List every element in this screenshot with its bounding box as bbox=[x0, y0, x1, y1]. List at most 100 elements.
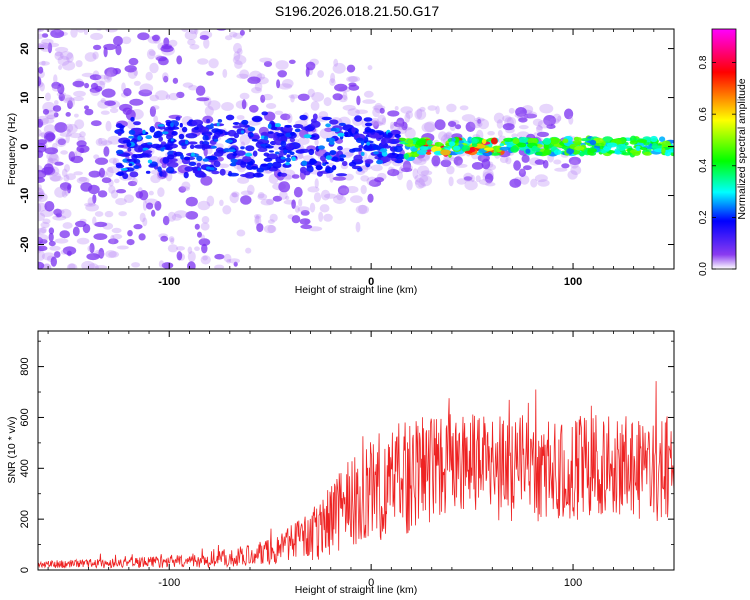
spectrogram-cell bbox=[38, 192, 48, 203]
spectrogram-cell bbox=[85, 203, 99, 212]
spectrogram-cell bbox=[170, 122, 174, 128]
spectrogram-cell bbox=[229, 192, 239, 204]
spectrogram-cell bbox=[255, 141, 265, 149]
spectrogram-cell bbox=[339, 154, 347, 158]
spectrogram-cell bbox=[511, 133, 518, 138]
spectrogram-cell bbox=[276, 79, 281, 89]
spectrogram-cell bbox=[235, 150, 246, 156]
spectrogram-cell bbox=[343, 152, 354, 157]
spectrogram-cell bbox=[233, 51, 241, 62]
snr-ytick-label: 600 bbox=[19, 408, 31, 426]
spectrogram-cell bbox=[519, 175, 530, 185]
spectrogram-cell bbox=[455, 124, 462, 130]
spectrogram-cell bbox=[61, 190, 68, 198]
spectrogram-cell bbox=[304, 125, 314, 132]
spectrogram-cell bbox=[435, 105, 440, 115]
spectrogram-cell bbox=[75, 60, 83, 68]
spectrogram-cell bbox=[440, 149, 451, 156]
spectrogram-cell bbox=[232, 125, 242, 129]
spectrogram-cell bbox=[182, 82, 194, 88]
spectrogram-cell bbox=[194, 223, 200, 230]
spectrogram-ylabel: Frequency (Hz) bbox=[6, 113, 18, 185]
spectrogram-cell bbox=[280, 113, 291, 121]
spectrogram-cell bbox=[145, 170, 151, 174]
spectrogram-cell bbox=[64, 97, 75, 102]
spectrogram-cell bbox=[539, 103, 554, 114]
spectrogram-cell bbox=[260, 198, 274, 206]
spectrogram-cell bbox=[79, 131, 86, 138]
spectrogram-cell bbox=[75, 220, 87, 228]
spectrogram-cell bbox=[38, 29, 45, 32]
spectrogram-cell bbox=[334, 83, 348, 92]
spectrogram-cell bbox=[373, 121, 379, 130]
spectrogram-cell bbox=[345, 186, 359, 194]
spectrogram-ytick-label: -10 bbox=[19, 188, 31, 204]
spectrogram-cell bbox=[331, 165, 337, 171]
spectrogram-cell bbox=[557, 115, 562, 122]
spectrogram-cell bbox=[161, 131, 169, 135]
spectrogram-cell bbox=[239, 134, 251, 146]
spectrogram-cell bbox=[64, 188, 69, 196]
spectrogram-cell bbox=[356, 95, 361, 106]
spectrogram-cell bbox=[179, 186, 191, 192]
spectrogram-cell bbox=[472, 143, 478, 147]
spectrogram-cell bbox=[57, 55, 70, 66]
spectrogram-cell bbox=[319, 204, 330, 213]
spectrogram-cell bbox=[251, 166, 259, 170]
spectrogram-cell bbox=[38, 169, 47, 179]
spectrogram-cell bbox=[513, 160, 521, 171]
spectrogram-cell bbox=[160, 147, 165, 152]
spectrogram-cell bbox=[68, 151, 76, 162]
spectrogram-cell bbox=[200, 234, 205, 240]
spectrogram-cell bbox=[130, 116, 135, 122]
spectrogram-xtick-label: 0 bbox=[368, 276, 374, 288]
spectrogram-cell bbox=[415, 178, 425, 189]
spectrogram-cell bbox=[297, 93, 310, 102]
spectrogram-cell bbox=[158, 136, 163, 142]
spectrogram-cell bbox=[43, 29, 52, 30]
spectrogram-cell bbox=[329, 119, 339, 125]
spectrogram-cell bbox=[474, 117, 485, 122]
spectrogram-cell bbox=[108, 251, 120, 258]
spectrogram-cell bbox=[416, 108, 423, 119]
spectrogram-cell bbox=[260, 143, 267, 147]
spectrogram-cell bbox=[94, 157, 109, 165]
spectrogram-cell bbox=[639, 147, 648, 151]
spectrogram-cell bbox=[570, 165, 582, 176]
spectrogram-cell bbox=[360, 151, 365, 156]
spectrogram-cell bbox=[283, 149, 288, 154]
spectrogram-cell bbox=[237, 48, 243, 56]
spectrogram-cell bbox=[309, 159, 318, 164]
spectrogram-cell bbox=[342, 124, 355, 131]
spectrogram-cell bbox=[285, 162, 291, 166]
spectrogram-cell bbox=[266, 132, 277, 139]
spectrogram-cell bbox=[38, 29, 46, 32]
spectrogram-cell bbox=[285, 195, 290, 200]
spectrogram-cell bbox=[90, 120, 102, 127]
spectrogram-cell bbox=[364, 122, 373, 127]
spectrogram-cell bbox=[54, 161, 64, 166]
spectrogram-cell bbox=[92, 216, 97, 226]
spectrogram-cell bbox=[502, 123, 515, 131]
spectrogram-cell bbox=[110, 29, 113, 30]
spectrogram-cell bbox=[109, 107, 119, 114]
spectrogram-cell bbox=[272, 195, 283, 202]
spectrogram-cell bbox=[137, 32, 150, 41]
spectrogram-cell bbox=[98, 138, 103, 145]
spectrogram-cell bbox=[291, 156, 297, 161]
spectrogram-cell bbox=[83, 29, 88, 35]
spectrogram-cell bbox=[185, 133, 198, 139]
spectrogram-cell bbox=[66, 263, 78, 269]
spectrogram-cell bbox=[479, 178, 492, 185]
spectrogram-cell bbox=[239, 29, 245, 36]
spectrogram-cell bbox=[227, 154, 233, 159]
spectrogram-cell bbox=[59, 51, 73, 60]
spectrogram-cell bbox=[54, 122, 68, 133]
spectrogram-cell bbox=[247, 76, 261, 84]
spectrogram-cell bbox=[367, 65, 373, 71]
spectrogram-cell bbox=[55, 137, 67, 148]
spectrogram-cell bbox=[267, 131, 274, 134]
snr-ytick-label: 400 bbox=[19, 459, 31, 477]
spectrogram-cell bbox=[239, 92, 250, 100]
spectrogram-cell bbox=[184, 166, 194, 172]
